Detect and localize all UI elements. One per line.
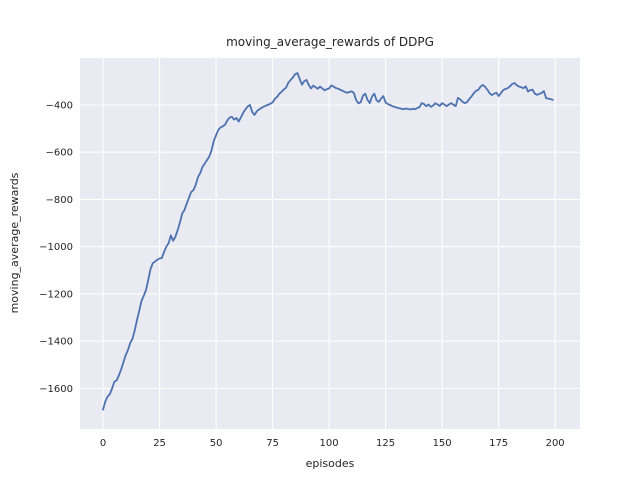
y-tick-label: −1000 bbox=[39, 242, 73, 253]
x-tick-label: 0 bbox=[100, 438, 106, 449]
y-axis-label: moving_average_rewards bbox=[8, 172, 21, 313]
y-tick-label: −400 bbox=[46, 100, 73, 111]
x-tick-label: 175 bbox=[489, 438, 508, 449]
x-tick-label: 100 bbox=[320, 438, 339, 449]
x-axis-label: episodes bbox=[306, 457, 355, 470]
gridlines bbox=[80, 58, 580, 429]
x-tick-label: 75 bbox=[266, 438, 279, 449]
x-tick-label: 150 bbox=[433, 438, 452, 449]
x-tick-label: 125 bbox=[376, 438, 395, 449]
x-tick-label: 25 bbox=[153, 438, 166, 449]
y-tick-label: −1600 bbox=[39, 384, 73, 395]
y-tick-label: −600 bbox=[46, 148, 73, 159]
x-tick-labels: 0 25 50 75 100 125 150 175 200 bbox=[100, 438, 565, 449]
y-tick-labels: −400 −600 −800 −1000 −1200 −1400 −1600 bbox=[39, 100, 73, 394]
y-tick-label: −1200 bbox=[39, 289, 73, 300]
reward-line bbox=[102, 72, 554, 411]
x-tick-label: 50 bbox=[210, 438, 223, 449]
y-tick-label: −800 bbox=[46, 195, 73, 206]
plot-area bbox=[80, 58, 580, 429]
x-tick-label: 200 bbox=[546, 438, 565, 449]
y-tick-label: −1400 bbox=[39, 337, 73, 348]
chart-title: moving_average_rewards of DDPG bbox=[226, 35, 434, 49]
